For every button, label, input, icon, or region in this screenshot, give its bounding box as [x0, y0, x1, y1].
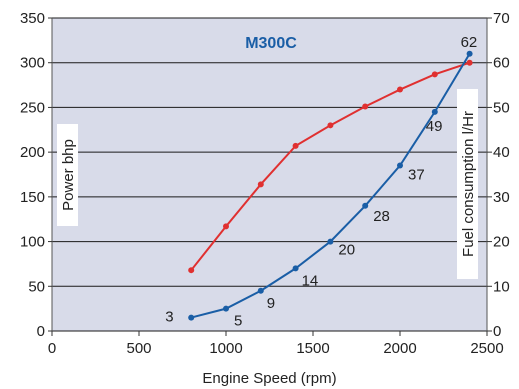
y2-tick-label: 20	[493, 234, 510, 251]
y2-axis-title: Fuel consumption l/Hr	[460, 111, 477, 257]
y2-tick-label: 0	[493, 323, 501, 340]
data-point	[257, 181, 264, 188]
data-point	[327, 122, 334, 129]
data-point	[362, 202, 369, 209]
y2-tick-label: 30	[493, 189, 510, 206]
y2-tick-label: 60	[493, 55, 510, 72]
y2-axis-title-background	[457, 89, 478, 279]
y-tick-label: 250	[20, 99, 45, 116]
data-label: 49	[426, 118, 443, 135]
data-point	[292, 265, 299, 272]
data-point	[188, 314, 195, 321]
data-label: 28	[373, 208, 390, 225]
data-point	[397, 86, 403, 93]
data-label: 14	[302, 272, 319, 289]
y-tick-label: 150	[20, 189, 45, 206]
data-label: 62	[461, 34, 478, 51]
data-label: 20	[338, 242, 355, 259]
x-tick-label: 1000	[209, 340, 242, 357]
data-label: 9	[267, 295, 275, 312]
axis-ticks: 0 50 100 150 200 250 300 350 0 10 20 30 40 50 60 70 0 500…	[20, 10, 510, 357]
y2-tick-label: 70	[493, 10, 510, 27]
data-points: 3 5 9 14 20 28 37 49 62	[165, 34, 477, 330]
y2-tick-label: 40	[493, 144, 510, 161]
data-point	[223, 223, 229, 230]
data-point	[257, 287, 264, 294]
chart-title: M300C	[245, 35, 297, 52]
y-tick-label: 350	[20, 10, 45, 27]
y-tick-label: 50	[28, 278, 45, 295]
y2-tick-label: 10	[493, 278, 510, 295]
x-tick-label: 0	[48, 340, 56, 357]
y-axis-title: Power bhp	[60, 139, 77, 211]
x-tick-label: 2000	[383, 340, 416, 357]
data-point	[397, 162, 403, 169]
x-tick-label: 2500	[470, 340, 503, 357]
data-label: 3	[165, 309, 173, 326]
y-tick-label: 100	[20, 234, 45, 251]
x-axis-title: Engine Speed (rpm)	[202, 370, 336, 387]
data-label: 37	[408, 167, 425, 184]
data-point	[292, 142, 299, 149]
data-point	[466, 50, 473, 57]
data-point	[188, 267, 195, 274]
data-point	[466, 59, 473, 66]
y-tick-label: 0	[37, 323, 45, 340]
y-tick-label: 300	[20, 55, 45, 72]
x-tick-label: 500	[126, 340, 151, 357]
y-axis-title-background	[57, 124, 78, 226]
y2-tick-label: 50	[493, 99, 510, 116]
data-point	[431, 108, 438, 115]
data-point	[327, 238, 334, 245]
data-label: 5	[234, 313, 242, 330]
data-point	[362, 103, 369, 110]
data-point	[223, 305, 229, 312]
y-tick-label: 200	[20, 144, 45, 161]
x-tick-label: 1500	[296, 340, 329, 357]
data-point	[431, 71, 438, 78]
